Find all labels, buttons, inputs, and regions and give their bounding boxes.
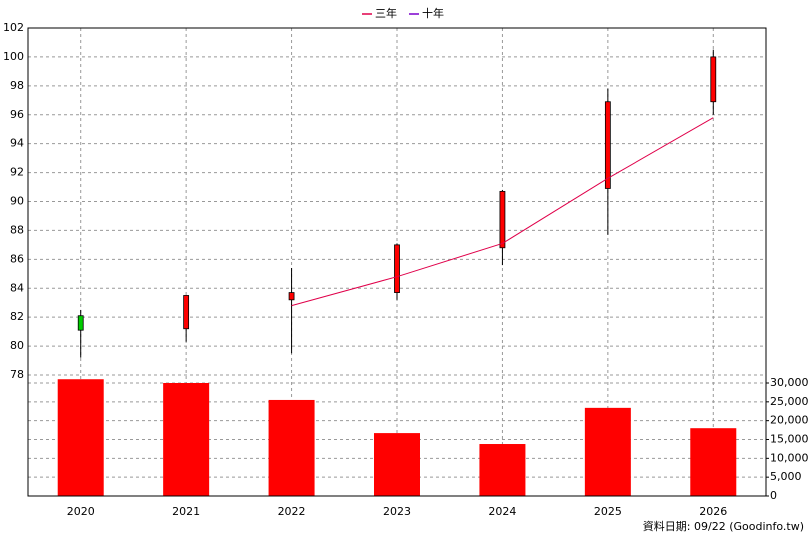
y-tick-label: 88 — [10, 223, 24, 236]
candle-body — [77, 315, 84, 331]
y2-tick-label: 20,000 — [770, 414, 808, 427]
y-tick-label: 98 — [10, 79, 24, 92]
line-series — [291, 117, 714, 307]
y2-tick-label: 0 — [770, 489, 777, 502]
candle-body — [288, 292, 295, 301]
volume-bar — [584, 407, 631, 496]
y-tick-label: 100 — [3, 50, 24, 63]
y2-tick-label: 15,000 — [770, 433, 808, 446]
y-tick-label: 84 — [10, 281, 24, 294]
y-tick-label: 90 — [10, 195, 24, 208]
source-note: 資料日期: 09/22 (Goodinfo.tw) — [643, 519, 804, 533]
x-tick-label: 2024 — [488, 505, 516, 518]
y2-tick-label: 25,000 — [770, 395, 808, 408]
volume-bar — [374, 433, 420, 496]
x-tick-label: 2021 — [172, 505, 200, 518]
volume-bar — [268, 399, 315, 496]
y-tick-label: 80 — [10, 339, 24, 352]
x-tick-label: 2020 — [67, 505, 95, 518]
volume-bar — [57, 379, 104, 496]
candle-body — [183, 295, 190, 330]
y2-tick-label: 10,000 — [770, 451, 808, 464]
legend-label: 三年 — [375, 6, 397, 20]
y-tick-label: 86 — [10, 252, 24, 265]
candle-body — [499, 190, 506, 249]
x-tick-label: 2022 — [278, 505, 306, 518]
x-tick-label: 2026 — [699, 505, 727, 518]
y2-tick-label: 30,000 — [770, 376, 808, 389]
x-tick-label: 2025 — [594, 505, 622, 518]
candle-body — [394, 244, 400, 293]
x-tick-label: 2023 — [383, 505, 411, 518]
candle-body — [710, 56, 717, 103]
candle-body — [604, 101, 611, 189]
y-tick-label: 82 — [10, 310, 24, 323]
volume-bar — [479, 444, 526, 496]
plot-frame — [27, 27, 767, 497]
y-tick-label: 96 — [10, 108, 24, 121]
y2-tick-label: 5,000 — [770, 470, 802, 483]
volume-bar — [163, 383, 210, 496]
y-tick-label: 102 — [3, 21, 24, 34]
y-tick-label: 78 — [10, 368, 24, 381]
volume-bar — [690, 428, 737, 496]
y-tick-label: 92 — [10, 166, 24, 179]
y-tick-label: 94 — [10, 137, 24, 150]
legend-label: 十年 — [422, 6, 444, 20]
